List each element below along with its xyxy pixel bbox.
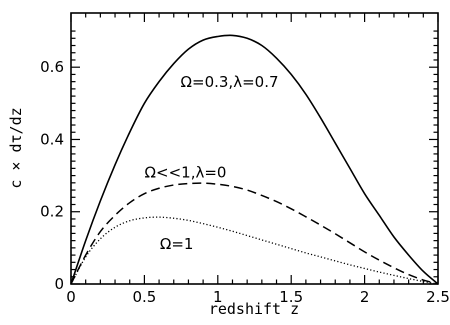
x-tick-label: 2	[360, 288, 370, 306]
x-tick-label: 1.5	[279, 288, 303, 306]
y-tick-label: 0.6	[40, 58, 64, 76]
annotation-omega_low: Ω<<1,λ=0	[145, 163, 227, 181]
annotation-layer: Ω=0.3,λ=0.7 Ω<<1,λ=0 Ω=1	[145, 73, 279, 253]
y-axis-label: c × dτ/dz	[7, 107, 25, 188]
x-ticks: 0 0.5 1 1.5 2 2.5	[66, 13, 450, 306]
x-tick-label: 0.5	[132, 288, 156, 306]
series-line-omega_low	[70, 182, 439, 285]
y-tick-label: 0.4	[40, 130, 64, 148]
x-tick-label: 1	[213, 288, 223, 306]
annotation-omega1: Ω=1	[160, 235, 194, 253]
y-tick-label: 0.2	[40, 203, 64, 221]
plot-frame	[70, 12, 439, 285]
x-tick-label: 2.5	[426, 288, 450, 306]
series-line-omega03	[70, 34, 439, 285]
y-tick-label: 0	[54, 275, 64, 293]
series-layer	[70, 34, 439, 285]
y-ticks: 0 0.2 0.4 0.6	[40, 30, 438, 293]
annotation-omega03: Ω=0.3,λ=0.7	[181, 73, 279, 91]
x-axis-label: redshift z	[209, 300, 299, 318]
series-line-omega1	[70, 216, 439, 285]
x-tick-label: 0	[66, 288, 76, 306]
